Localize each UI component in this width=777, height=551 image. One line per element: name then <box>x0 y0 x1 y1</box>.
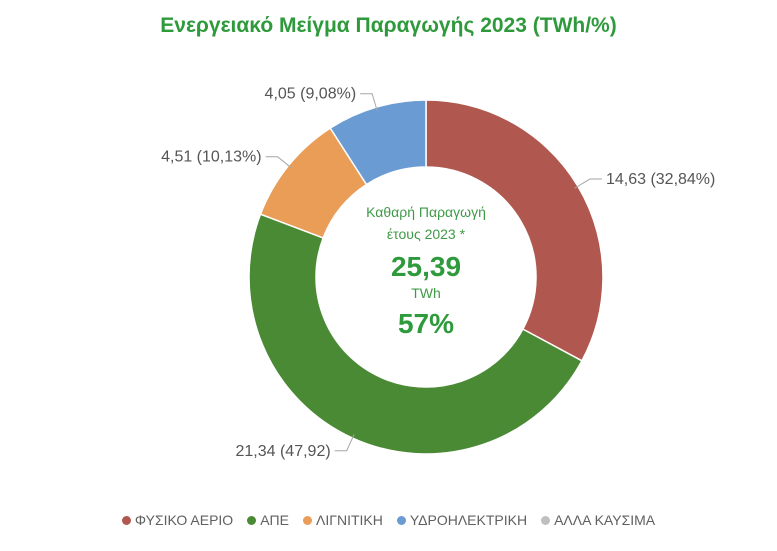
center-percent: 57% <box>398 308 454 339</box>
leader-line-natural-gas <box>574 178 602 189</box>
chart-title: Ενεργειακό Μείγμα Παραγωγής 2023 (TWh/%) <box>160 14 617 37</box>
center-total-value: 25,39 <box>391 251 461 282</box>
legend-label-natural-gas: ΦΥΣΙΚΟ ΑΕΡΙΟ <box>134 512 234 528</box>
slice-labels: 14,63 (32,84%) 21,34 (47,92) 4,51 (10,13%)… <box>161 86 715 460</box>
slice-label-lignite: 4,51 (10,13%) <box>161 149 262 166</box>
legend-item-other-fuels: ΑΛΛΑ ΚΑΥΣΙΜΑ <box>541 512 655 528</box>
slice-label-natural-gas: 14,63 (32,84%) <box>606 171 715 188</box>
legend-marker-hydro <box>396 515 406 525</box>
legend-marker-lignite <box>303 515 312 525</box>
legend-item-lignite: ΛΙΓΝΙΤΙΚΗ <box>303 512 383 528</box>
leader-line-lignite <box>265 156 292 169</box>
leader-line-hydro <box>360 93 378 112</box>
legend-label-other-fuels: ΑΛΛΑ ΚΑΥΣΙΜΑ <box>554 512 656 528</box>
slice-hydro <box>329 99 427 186</box>
slice-label-hydro: 4,05 (9,08%) <box>265 86 357 103</box>
slice-renewables <box>248 213 583 455</box>
legend-item-renewables: ΑΠΕ <box>247 512 289 528</box>
leader-lines <box>265 93 602 452</box>
legend-item-hydro: ΥΔΡΟΗΛΕΚΤΡΙΚΗ <box>396 512 528 528</box>
legend-label-renewables: ΑΠΕ <box>260 512 289 528</box>
legend-label-hydro: ΥΔΡΟΗΛΕΚΤΡΙΚΗ <box>409 512 528 528</box>
legend-marker-other-fuels <box>541 515 551 525</box>
leader-line-renewables <box>334 434 355 452</box>
donut-chart: 14,63 (32,84%) 21,34 (47,92) 4,51 (10,13%)… <box>161 86 715 460</box>
slice-natural-gas <box>425 99 604 362</box>
slices <box>248 99 604 455</box>
legend-item-natural-gas: ΦΥΣΙΚΟ ΑΕΡΙΟ <box>121 512 234 528</box>
legend-marker-natural-gas <box>121 515 131 525</box>
center-label-line1: Καθαρή Παραγωγή <box>366 204 486 220</box>
center-label-line2: έτους 2023 * <box>387 226 466 242</box>
center-unit: TWh <box>411 285 441 301</box>
legend-marker-renewables <box>247 515 257 525</box>
legend-label-lignite: ΛΙΓΝΙΤΙΚΗ <box>316 512 383 528</box>
slice-label-renewables: 21,34 (47,92) <box>235 443 330 460</box>
legend: ΦΥΣΙΚΟ ΑΕΡΙΟ ΑΠΕ ΛΙΓΝΙΤΙΚΗ ΥΔΡΟΗΛΕΚΤΡΙΚΗ ΑΛΛ… <box>0 512 777 528</box>
